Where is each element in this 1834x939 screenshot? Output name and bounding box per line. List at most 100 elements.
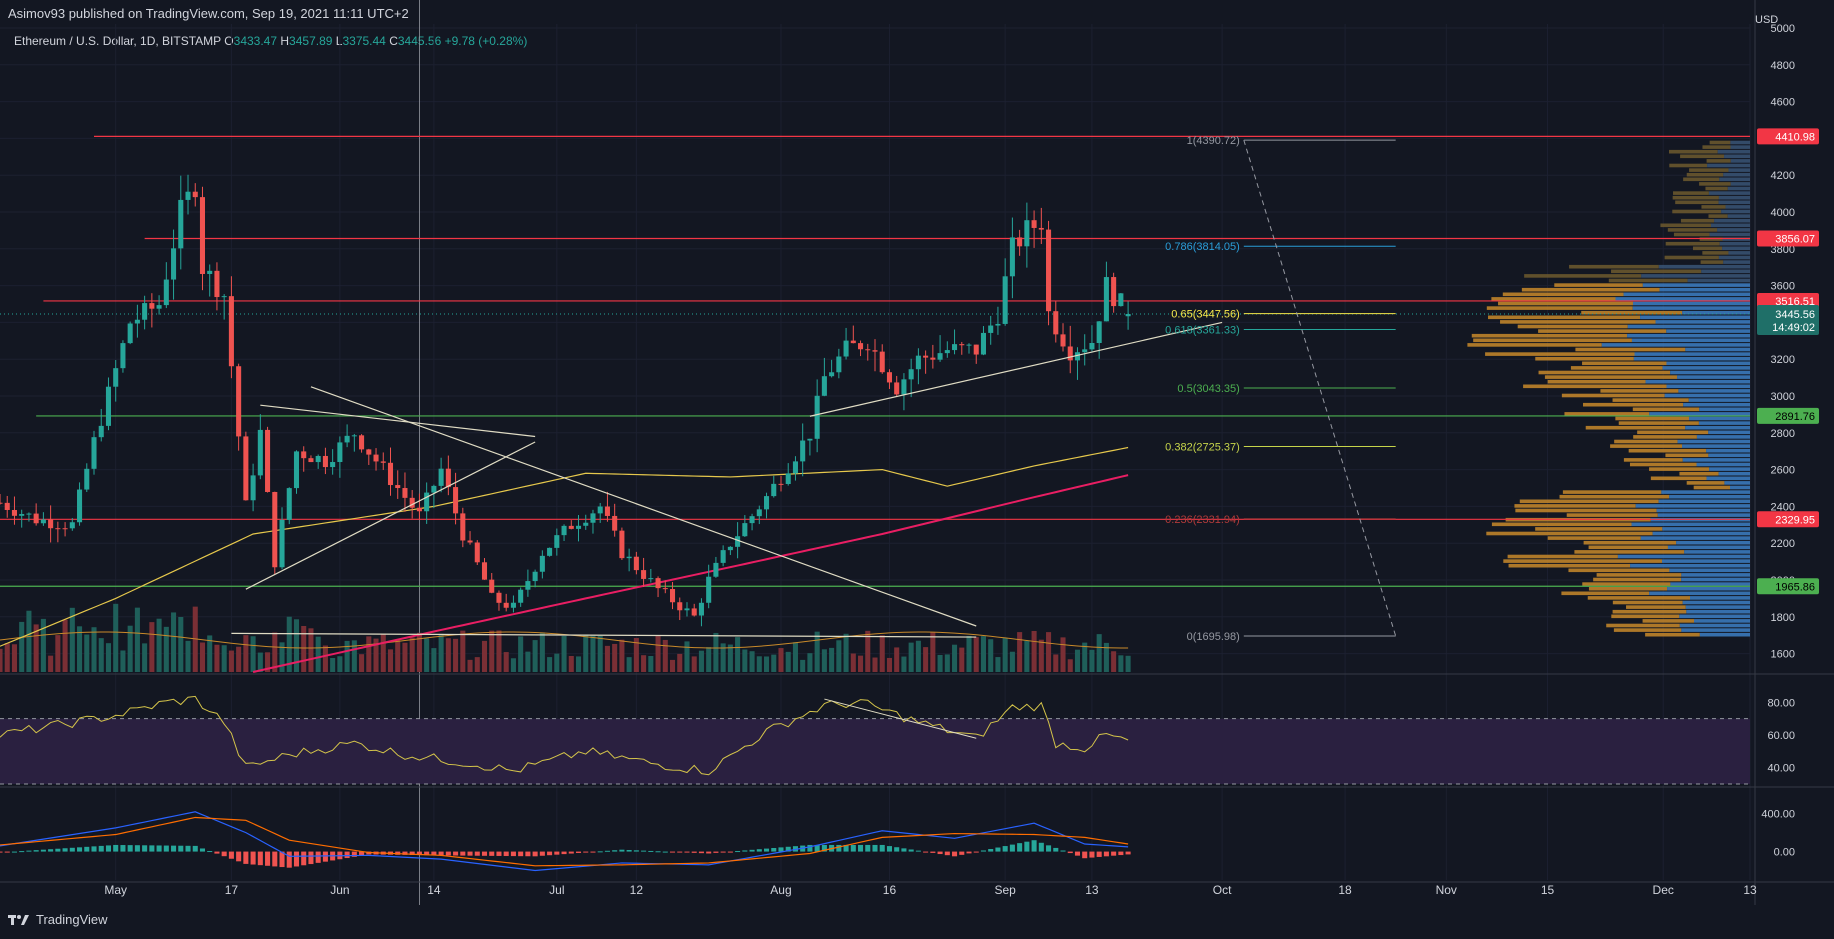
macd-histogram-bar [923, 851, 929, 853]
volume-bar [886, 657, 892, 672]
volume-bar [821, 649, 827, 672]
candle-body [344, 435, 350, 443]
volume-profile-bar-blue [1682, 310, 1750, 315]
volume-profile-bar-orange [1467, 343, 1602, 347]
volume-bar [380, 633, 386, 672]
macd-histogram-bar [19, 851, 25, 853]
volume-profile-bar-orange [1665, 241, 1720, 246]
currency-label: USD [1755, 14, 1778, 26]
tradingview-logo-icon [8, 914, 29, 925]
volume-bar [337, 656, 343, 672]
macd-histogram-bar [293, 851, 300, 867]
candle-body [836, 356, 842, 373]
volume-profile-bar-blue [1685, 347, 1750, 352]
volume-bar [359, 654, 365, 672]
volume-profile-bar-orange [1485, 352, 1635, 356]
volume-bar [966, 635, 972, 672]
macd-histogram-bar [850, 844, 856, 852]
macd-histogram-bar [720, 851, 726, 853]
volume-profile-bar-orange [1612, 600, 1683, 605]
volume-profile-bar-orange [1582, 361, 1667, 366]
macd-histogram-bar [265, 851, 271, 866]
volume-bar [633, 638, 639, 672]
macd-histogram-bar [959, 851, 965, 855]
volume-bar [988, 639, 994, 672]
macd-histogram-bar [1089, 851, 1095, 858]
macd-histogram-bar [424, 851, 430, 856]
y-tick-label: 3200 [1771, 354, 1795, 366]
volume-bar [149, 622, 155, 672]
volume-profile-bar-blue [1718, 471, 1750, 476]
candle-body [749, 516, 755, 524]
volume-profile-bar-blue [1730, 140, 1750, 145]
volume-bar [467, 659, 473, 672]
volume-profile-bar-orange [1535, 356, 1634, 361]
macd-histogram-bar [619, 849, 625, 852]
volume-profile-bar-blue [1682, 600, 1750, 605]
level-price-tag [1757, 578, 1819, 595]
volume-bar [792, 642, 798, 672]
volume-bar [409, 637, 415, 672]
volume-bar [445, 638, 451, 672]
macd-histogram-bar [228, 851, 234, 859]
y-tick-label: 2400 [1771, 501, 1795, 513]
volume-profile-bar-blue [1685, 425, 1750, 430]
macd-histogram-bar [915, 850, 921, 852]
candle-body [156, 305, 162, 309]
macd-histogram-bar [554, 851, 560, 855]
volume-profile-bar-blue [1730, 159, 1750, 163]
volume-bar [575, 656, 582, 672]
volume-bar [221, 645, 227, 672]
volume-profile-bar-orange [1700, 260, 1724, 264]
volume-bar [510, 658, 516, 672]
volume-profile-bar-orange [1613, 628, 1682, 632]
volume-bar [257, 652, 263, 672]
volume-profile-bar-blue [1667, 545, 1750, 550]
volume-profile-bar-blue [1679, 623, 1750, 628]
volume-bar [0, 648, 3, 672]
macd-histogram-bar [944, 851, 950, 856]
candle-body [265, 429, 271, 492]
volume-profile-bar-blue [1631, 522, 1750, 527]
symbol-name[interactable]: Ethereum / U.S. Dollar, 1D, BITSTAMP [14, 34, 221, 48]
volume-bar [1074, 649, 1081, 672]
publisher-line: Asimov93 published on TradingView.com, S… [8, 6, 409, 21]
candle-body [4, 502, 10, 510]
volume-bar [952, 644, 958, 672]
candle-body [684, 608, 690, 611]
volume-profile-bar-blue [1698, 421, 1750, 425]
volume-profile-bar-blue [1657, 513, 1750, 517]
volume-bar [865, 630, 871, 672]
volume-bar [662, 639, 668, 672]
fibonacci-retracement[interactable]: 1(4390.72) 0.786(3814.05) 0.65(3447.56) 0.6… [1165, 135, 1397, 643]
candle-body [120, 343, 126, 369]
candle-body [178, 199, 184, 249]
volume-profile-bar-blue [1677, 375, 1750, 379]
volume-profile-bar-blue [1601, 343, 1750, 347]
candle-body [359, 435, 365, 450]
trendlines[interactable] [231, 321, 1223, 638]
volume-profile-bar-blue [1693, 619, 1750, 623]
volume-bar [127, 625, 133, 672]
candle-body [453, 487, 459, 514]
volume-profile-bar-blue [1635, 504, 1750, 508]
volume-bar [1125, 655, 1131, 672]
volume-profile-bar-orange [1491, 522, 1632, 527]
candle-body [330, 462, 336, 468]
candle-body [77, 489, 83, 523]
volume-profile-bar-blue [1718, 255, 1750, 260]
footer[interactable]: TradingView [8, 912, 108, 927]
volume-profile-bar-orange [1618, 421, 1699, 425]
macd-histogram-bar [771, 847, 777, 852]
volume-bar [995, 657, 1001, 672]
volume-bar [785, 651, 791, 672]
candle-body [105, 386, 112, 426]
macd-histogram-bar [250, 851, 256, 865]
volume-bar [641, 655, 647, 672]
macd-histogram-bar [359, 851, 365, 856]
macd-histogram-bar [214, 851, 220, 854]
candle-body [691, 608, 697, 616]
volume-profile-bar-blue [1656, 508, 1750, 513]
macd-histogram-bar [438, 851, 444, 856]
